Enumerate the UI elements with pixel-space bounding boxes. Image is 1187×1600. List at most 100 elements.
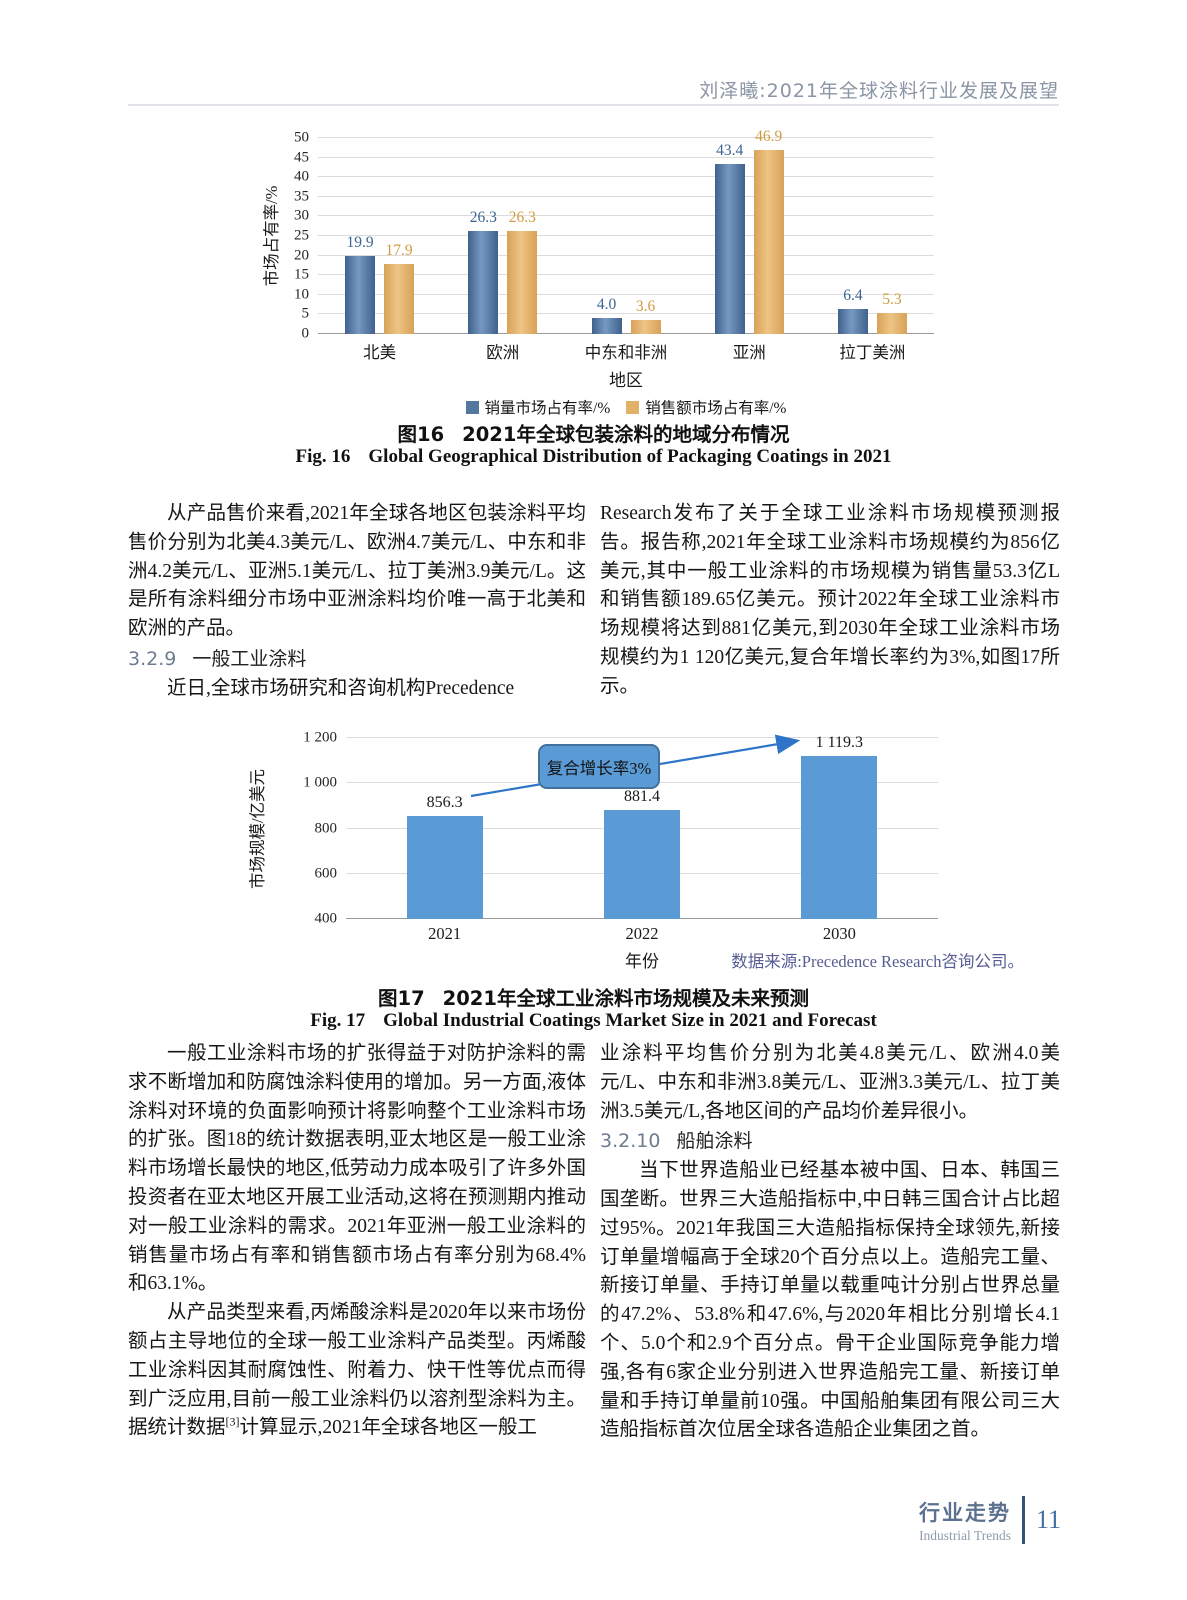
fig16-bar-销售额市场占有率/%: 5.3 xyxy=(876,291,907,334)
footer-section-zh: 行业走势 xyxy=(918,1500,1011,1525)
fig17-bar-group: 856.3 xyxy=(346,738,543,919)
fig16-bar-销售额市场占有率/%: 17.9 xyxy=(384,242,415,334)
fig16-bar-销售额市场占有率/%: 3.6 xyxy=(630,298,661,334)
fig16-x-tick: 欧洲 xyxy=(486,343,520,362)
fig17-x-tick: 2022 xyxy=(625,924,659,943)
fig16-bar-销量市场占有率/%: 26.3 xyxy=(468,209,499,334)
paragraph: 近日,全球市场研究和咨询机构Precedence xyxy=(167,677,515,699)
fig16-legend-swatch xyxy=(465,400,479,414)
fig16-gridline: 0 xyxy=(302,326,934,342)
fig17-caption-zh-label: 图17 xyxy=(378,987,425,1010)
fig16-x-axis-title: 地区 xyxy=(609,371,643,390)
fig17-caption-en-label: Fig. 17 xyxy=(310,1010,366,1031)
fig16-caption-en: Fig. 16 Global Geographical Distribution … xyxy=(0,446,1187,468)
fig16-bar-group: 19.9 17.9 xyxy=(318,138,441,334)
fig17-bar-group: 881.4 xyxy=(543,738,740,919)
fig16-gridline: 5 xyxy=(302,306,934,322)
fig16-legend-label: 销量市场占有率/% xyxy=(484,400,611,417)
fig17-y-tick: 400 xyxy=(314,910,338,927)
fig16-y-tick: 40 xyxy=(294,168,309,185)
left-column-bottom: 一般工业涂料市场的扩张得益于对防护涂料的需求不断增加和防腐蚀涂料使用的增加。另一… xyxy=(128,1040,586,1443)
paragraph: 业涂料平均售价分别为北美4.8美元/L、欧洲4.0美元/L、中东和非洲3.8美元… xyxy=(600,1043,1060,1122)
fig16-y-tick: 5 xyxy=(301,305,310,322)
fig16-x-tick: 北美 xyxy=(363,343,397,362)
fig17-bar: 1 119.3 xyxy=(801,734,878,919)
paragraph: Research发布了关于全球工业涂料市场规模预测报告。报告称,2021年全球工… xyxy=(600,503,1060,697)
fig17-caption-zh-title: 2021年全球工业涂料市场规模及未来预测 xyxy=(442,987,809,1010)
fig16-legend-item: 销售额市场占有率/% xyxy=(626,396,786,418)
fig17-caption-zh: 图17 2021年全球工业涂料市场规模及未来预测 xyxy=(0,982,1187,1011)
fig16-legend-item: 销量市场占有率/% xyxy=(465,396,611,418)
fig16-bar-group: 26.3 26.3 xyxy=(441,138,564,334)
fig17-y-tick: 800 xyxy=(314,820,338,836)
fig17-data-source-note: 数据来源:Precedence Research咨询公司。 xyxy=(731,952,1024,971)
header-rule xyxy=(128,104,1059,106)
fig17-caption-en: Fig. 17 Global Industrial Coatings Market… xyxy=(0,1010,1187,1032)
fig16-y-tick: 50 xyxy=(294,129,309,146)
paragraph: 一般工业涂料市场的扩张得益于对防护涂料的需求不断增加和防腐蚀涂料使用的增加。另一… xyxy=(128,1043,586,1295)
section-number: 3.2.9 xyxy=(128,647,177,670)
fig16-bar-value-label: 46.9 xyxy=(755,128,783,146)
fig17-y-axis-title: 市场规模/亿美元 xyxy=(248,768,267,889)
fig16-y-tick: 0 xyxy=(301,325,310,342)
section-title: 一般工业涂料 xyxy=(192,647,307,670)
right-column-top: Research发布了关于全球工业涂料市场规模预测报告。报告称,2021年全球工… xyxy=(600,500,1060,702)
fig16-bar-销售额市场占有率/%: 46.9 xyxy=(753,128,784,334)
section-number: 3.2.10 xyxy=(600,1130,661,1153)
paragraph-text: 从产品类型来看,丙烯酸涂料是2020年以来市场份额占主导地位的全球一般工业涂料产… xyxy=(128,1302,586,1439)
page-footer: 行业走势 Industrial Trends 11 xyxy=(919,1496,1061,1544)
fig16-y-tick: 30 xyxy=(294,207,309,224)
fig16-gridline: 35 xyxy=(294,188,934,204)
fig16-bar-销量市场占有率/%: 6.4 xyxy=(837,287,868,334)
fig16-caption-zh-label: 图16 xyxy=(397,423,445,446)
fig16-y-tick: 20 xyxy=(294,247,309,264)
fig16-x-tick: 拉丁美洲 xyxy=(839,343,906,362)
fig16-x-tick: 亚洲 xyxy=(732,343,766,362)
fig16-gridline: 30 xyxy=(294,208,934,224)
fig16-y-tick: 25 xyxy=(294,227,309,244)
paragraph-text: 计算显示,2021年全球各地区一般工 xyxy=(239,1417,537,1439)
fig17-x-tick: 2021 xyxy=(428,924,462,943)
fig16-legend: 销量市场占有率/% 销售额市场占有率/% xyxy=(318,396,934,418)
fig17-bar-value-label: 1 119.3 xyxy=(815,734,864,752)
fig16-chart: 市场占有率/% 0 5 10 15 20 25 30 35 40 45 50 19.9 17.9 26.3… xyxy=(252,128,942,418)
page-number: 11 xyxy=(1035,1505,1061,1534)
fig16-x-ticks: 北美 欧洲 中东和非洲 亚洲 拉丁美洲 xyxy=(318,339,934,363)
fig16-y-tick: 10 xyxy=(294,286,309,303)
fig16-gridline: 45 xyxy=(294,149,934,165)
fig16-bar-销售额市场占有率/%: 26.3 xyxy=(507,209,538,334)
fig17-bar: 856.3 xyxy=(406,794,483,919)
fig16-y-axis-title: 市场占有率/% xyxy=(262,185,281,287)
fig16-caption-zh-title: 2021年全球包装涂料的地域分布情况 xyxy=(462,423,790,446)
paragraph: 当下世界造船业已经基本被中国、日本、韩国三国垄断。世界三大造船指标中,中日韩三国… xyxy=(600,1160,1060,1441)
fig16-legend-swatch xyxy=(626,400,640,414)
fig17-bar-group: 1 119.3 xyxy=(741,734,938,919)
fig16-y-tick: 35 xyxy=(294,188,309,205)
fig17-caption-en-title: Global Industrial Coatings Market Size i… xyxy=(383,1010,877,1031)
fig17-bar: 881.4 xyxy=(603,788,680,919)
right-column-bottom: 业涂料平均售价分别为北美4.8美元/L、欧洲4.0美元/L、中东和非洲3.8美元… xyxy=(600,1040,1060,1445)
footer-divider xyxy=(1021,1496,1025,1544)
fig16-bar-value-label: 6.4 xyxy=(843,286,863,304)
fig17-bar-value-label: 881.4 xyxy=(623,788,660,806)
fig17-bar-value-label: 856.3 xyxy=(426,793,463,811)
fig16-caption-en-title: Global Geographical Distribution of Pack… xyxy=(368,446,892,467)
fig16-gridline: 20 xyxy=(294,247,934,263)
fig16-y-tick: 15 xyxy=(294,266,309,283)
fig16-bar-value-label: 4.0 xyxy=(596,296,617,314)
fig16-y-tick: 45 xyxy=(294,149,309,166)
fig16-bars: 19.9 17.9 26.3 26.3 4.0 3.6 43.4 46.9 6.4 5.3 xyxy=(318,128,934,334)
section-heading-3-2-9: 3.2.9 一般工业涂料 xyxy=(128,645,586,674)
fig17-gridline: 1 200 xyxy=(303,730,938,746)
fig17-chart: 市场规模/亿美元 400 600 800 1 000 1 200 856.3 881.4 1 … xyxy=(248,730,960,972)
fig17-plot-area: 市场规模/亿美元 400 600 800 1 000 1 200 856.3 881.4 1 … xyxy=(248,730,938,927)
fig16-bar-value-label: 19.9 xyxy=(346,234,374,251)
footer-section-name: 行业走势 Industrial Trends xyxy=(919,1497,1011,1544)
fig17-x-axis-title: 年份 xyxy=(625,952,659,971)
fig16-bar-value-label: 43.4 xyxy=(716,141,744,159)
fig16-bar-value-label: 26.3 xyxy=(508,208,536,226)
fig16-bar-销量市场占有率/%: 19.9 xyxy=(345,234,376,334)
paragraph: 从产品类型来看,丙烯酸涂料是2020年以来市场份额占主导地位的全球一般工业涂料产… xyxy=(128,1299,586,1443)
fig16-bar-value-label: 26.3 xyxy=(469,208,497,226)
